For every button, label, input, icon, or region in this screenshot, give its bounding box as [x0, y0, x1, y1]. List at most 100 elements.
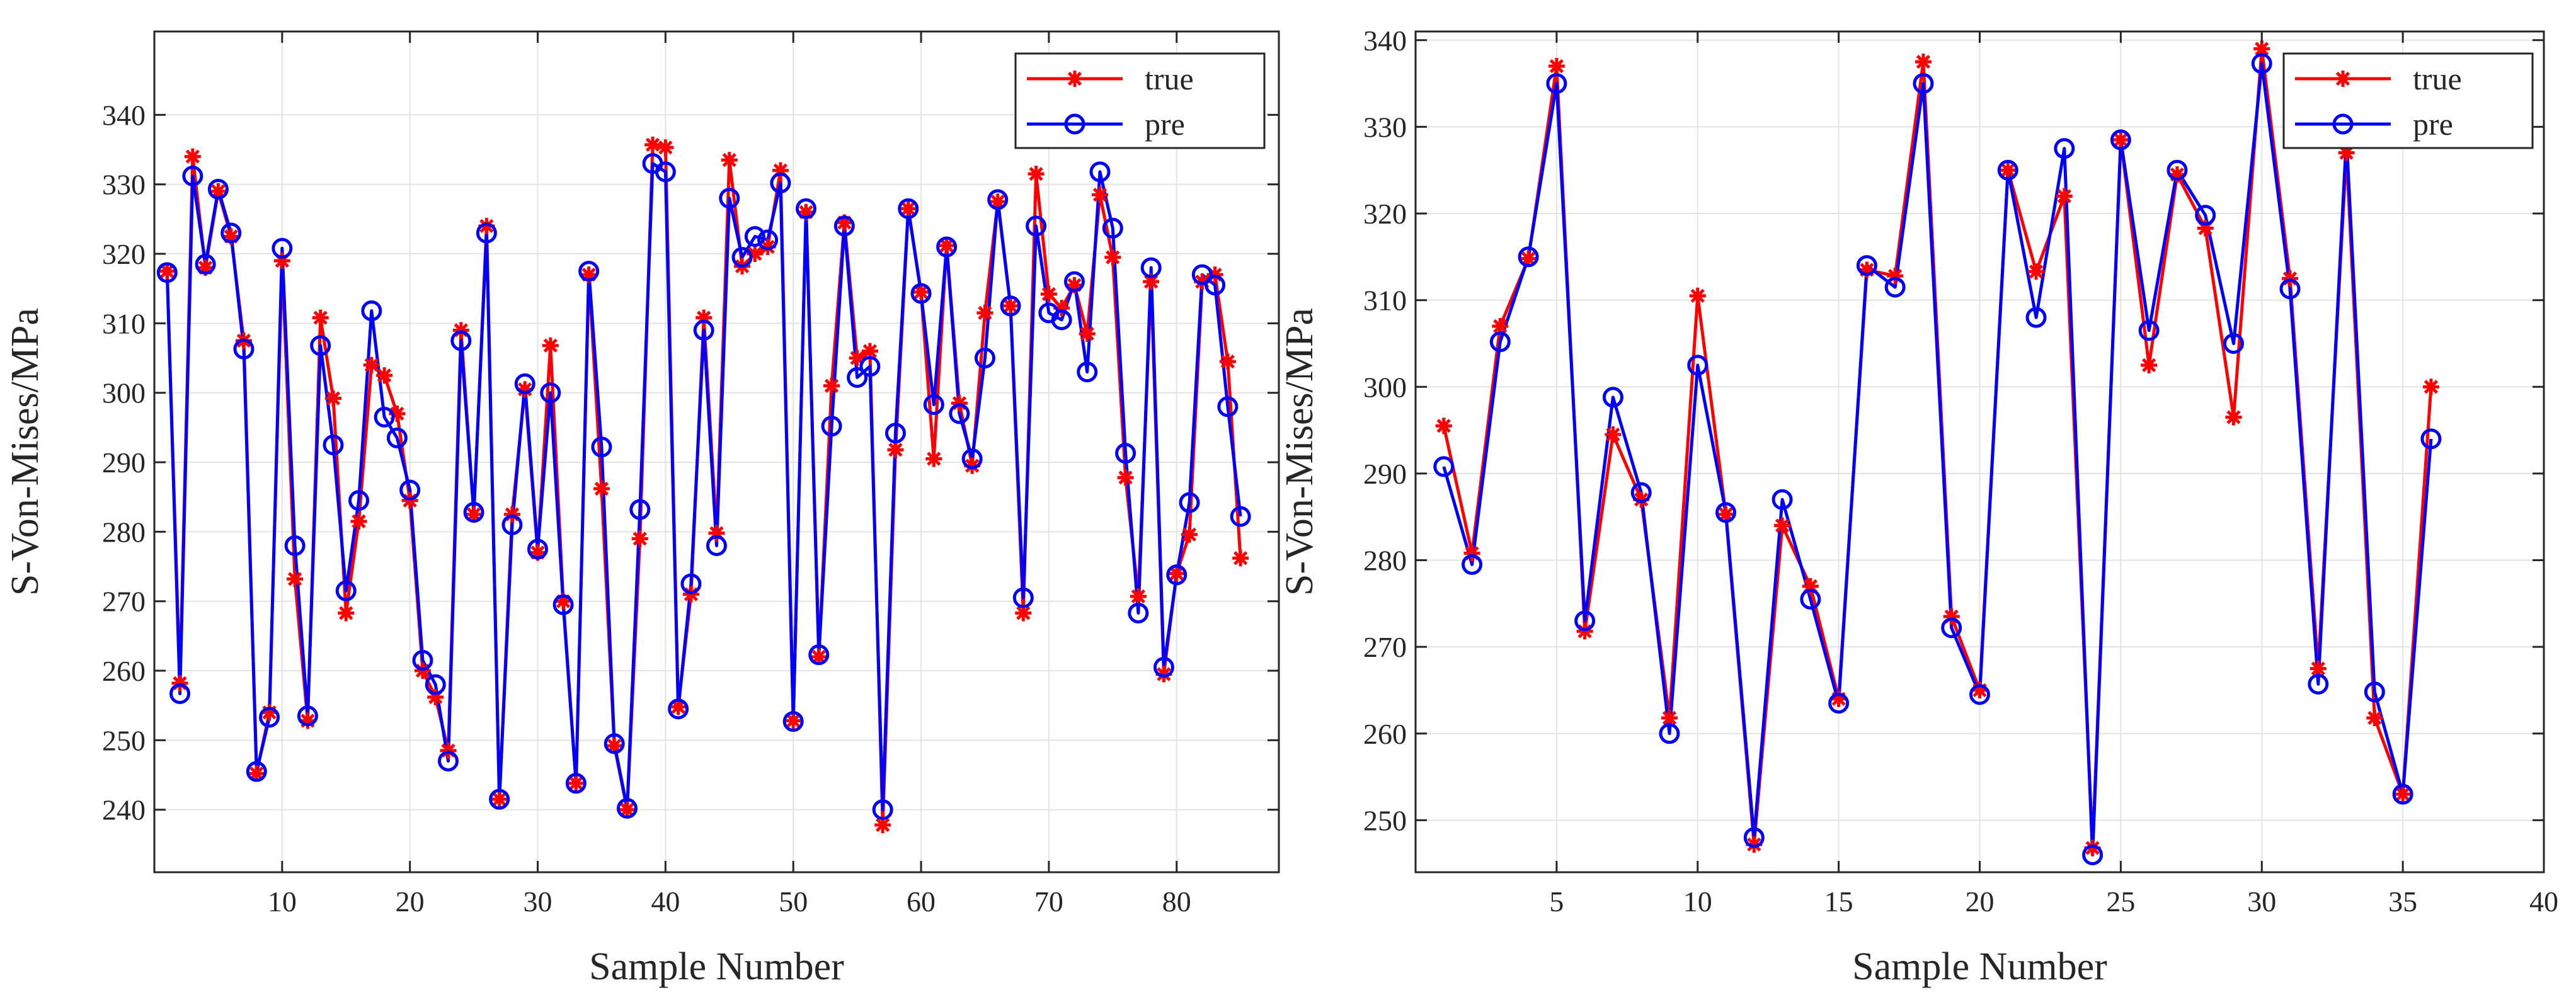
- y-tick-label: 260: [102, 655, 146, 687]
- data-point-pre: [936, 236, 958, 258]
- data-point-pre: [2110, 129, 2131, 151]
- y-tick-label: 330: [102, 169, 146, 201]
- data-point-pre: [884, 423, 906, 444]
- x-axis-label: Sample Number: [1852, 945, 2107, 988]
- data-point-pre: [910, 283, 932, 304]
- data-point-true: [823, 377, 840, 394]
- data-point-pre: [438, 750, 459, 771]
- data-point-true: [1232, 550, 1249, 567]
- data-point-pre: [591, 436, 612, 458]
- data-point-true: [708, 525, 725, 542]
- data-point-true: [491, 791, 508, 808]
- data-point-pre: [1800, 588, 1821, 610]
- data-point-pre: [744, 225, 765, 247]
- data-point-pre: [731, 247, 753, 268]
- data-point-true: [2225, 409, 2242, 426]
- data-point-true: [1028, 166, 1045, 183]
- data-point-true: [2422, 378, 2439, 395]
- axes-box: [153, 30, 1280, 873]
- data-point-true: [1181, 526, 1198, 543]
- data-point-true: [1117, 469, 1134, 486]
- data-point-true: [184, 148, 201, 165]
- data-point-true: [1915, 54, 1932, 71]
- data-point-true: [414, 663, 431, 680]
- data-point-pre: [1997, 159, 2018, 181]
- x-tick-label: 10: [268, 885, 297, 918]
- data-point-pre: [2392, 783, 2413, 805]
- data-point-pre: [757, 229, 779, 251]
- x-tick-label: 50: [779, 885, 808, 918]
- y-tick-label: 310: [1363, 285, 1407, 317]
- data-point-true: [2282, 270, 2299, 287]
- data-point-true: [849, 350, 866, 367]
- data-point-true: [452, 322, 469, 339]
- data-point-true: [836, 214, 853, 231]
- data-point-pre: [872, 799, 893, 821]
- data-point-pre: [169, 683, 191, 704]
- data-point-true: [2112, 132, 2129, 149]
- data-point-true: [964, 457, 981, 474]
- data-point-pre: [1659, 723, 1680, 744]
- data-point-pre: [1026, 215, 1047, 237]
- data-point-true: [1717, 506, 1734, 523]
- data-point-true: [1066, 276, 1083, 293]
- data-point-true: [951, 395, 968, 412]
- data-point-pre: [2082, 844, 2104, 865]
- data-point-pre: [1153, 657, 1174, 678]
- data-point-true: [747, 246, 764, 263]
- data-point-pre: [719, 188, 740, 209]
- y-tick-label: 250: [1363, 804, 1407, 836]
- data-point-true: [810, 648, 827, 665]
- data-point-true: [1463, 545, 1480, 562]
- data-point-pre: [1489, 331, 1511, 353]
- y-tick-label: 320: [102, 238, 146, 270]
- data-point-pre: [1012, 587, 1034, 608]
- data-point-true: [1130, 588, 1147, 605]
- data-point-pre: [2279, 278, 2301, 300]
- data-point-true: [171, 674, 188, 691]
- data-point-true: [1548, 58, 1565, 75]
- data-point-true: [466, 506, 483, 523]
- data-point-true: [1194, 273, 1211, 290]
- y-tick-label: 300: [1363, 371, 1407, 403]
- data-point-true: [1104, 249, 1121, 266]
- data-point-pre: [220, 222, 242, 244]
- data-point-true: [2395, 786, 2412, 803]
- data-point-pre: [1000, 295, 1021, 317]
- data-point-pre: [1205, 275, 1226, 296]
- data-point-true: [913, 283, 930, 300]
- data-point-pre: [629, 499, 651, 520]
- data-point-true: [682, 586, 699, 603]
- y-tick-label: 340: [1363, 25, 1407, 57]
- y-tick-label: 310: [102, 307, 146, 339]
- data-point-pre: [1913, 73, 1934, 94]
- data-point-pre: [693, 319, 714, 341]
- data-point-true: [1079, 325, 1096, 342]
- data-point-pre: [182, 165, 203, 186]
- y-tick-label: 260: [1363, 718, 1407, 750]
- data-point-true: [2084, 839, 2101, 856]
- data-point-pre: [949, 403, 970, 424]
- data-point-pre: [923, 394, 944, 415]
- x-tick-label: 15: [1824, 885, 1853, 918]
- y-axis-label: S-Von-Mises/MPa: [1278, 308, 1321, 596]
- data-point-pre: [374, 406, 395, 428]
- data-point-true: [363, 356, 380, 373]
- x-tick-label: 80: [1162, 885, 1191, 918]
- data-point-true: [1143, 273, 1160, 290]
- data-point-pre: [795, 198, 816, 219]
- data-point-pre: [1166, 564, 1188, 586]
- y-tick-label: 270: [1363, 631, 1407, 663]
- data-point-pre: [770, 173, 791, 194]
- data-point-pre: [961, 448, 983, 470]
- data-point-pre: [1179, 492, 1200, 513]
- data-point-true: [299, 712, 316, 729]
- data-point-true: [1971, 681, 1988, 698]
- data-point-pre: [987, 189, 1009, 210]
- data-point-pre: [617, 797, 638, 819]
- data-point-pre: [195, 254, 216, 275]
- data-point-pre: [2420, 428, 2442, 450]
- data-point-true: [874, 816, 891, 833]
- data-point-true: [1774, 517, 1791, 534]
- y-tick-label: 280: [102, 516, 146, 548]
